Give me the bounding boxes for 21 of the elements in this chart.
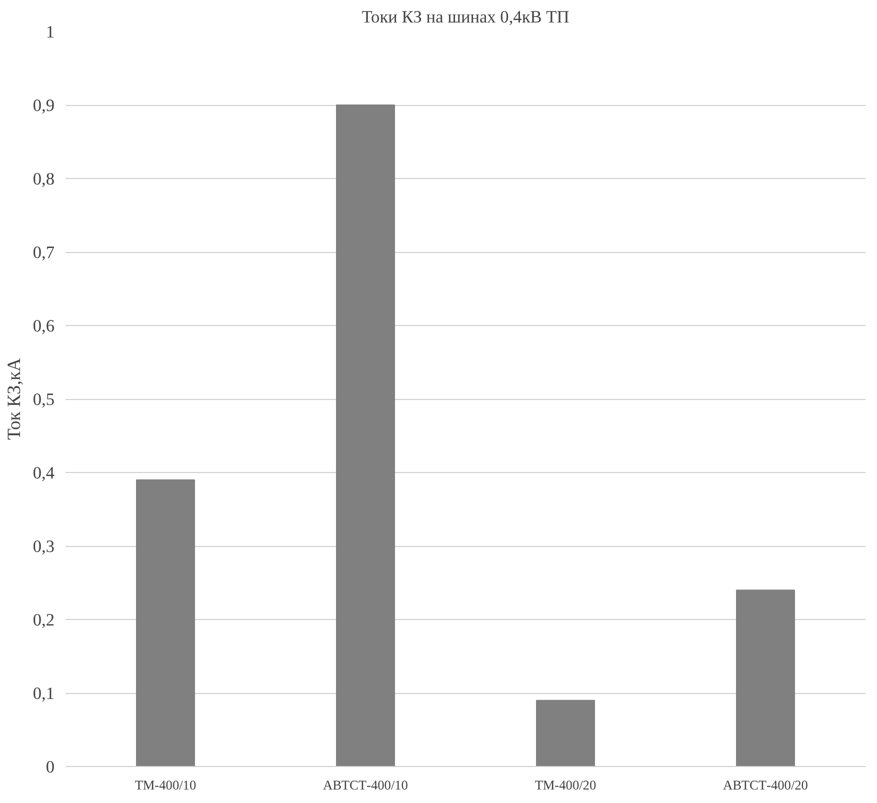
bar [736, 590, 795, 766]
bar [136, 479, 195, 766]
x-tick-label: АВТСТ-400/10 [323, 778, 408, 792]
y-tick-label: 0,4 [32, 464, 55, 482]
bar [336, 104, 395, 766]
y-tick-label: 0,1 [32, 684, 55, 703]
y-tick-label: 0,2 [32, 610, 55, 630]
x-tick-label: АВТСТ-400/20 [723, 778, 808, 792]
y-tick-label: 1 [46, 22, 55, 42]
y-tick-label: 0,3 [32, 537, 55, 556]
y-tick-label: 0,8 [32, 170, 55, 188]
y-tick-label: 0,7 [32, 243, 55, 262]
y-tick-label: 0,5 [32, 390, 55, 409]
y-tick-label: 0,6 [32, 316, 55, 336]
x-tick-label: ТМ-400/10 [134, 778, 196, 792]
y-tick-label: 0 [46, 758, 55, 776]
x-tick-label: ТМ-400/20 [534, 778, 596, 792]
y-axis-title: Ток КЗ,кА [4, 357, 25, 440]
y-tick-label: 0,9 [32, 96, 55, 115]
bar [536, 700, 595, 766]
chart-title: Токи КЗ на шинах 0,4кВ ТП [362, 8, 570, 26]
